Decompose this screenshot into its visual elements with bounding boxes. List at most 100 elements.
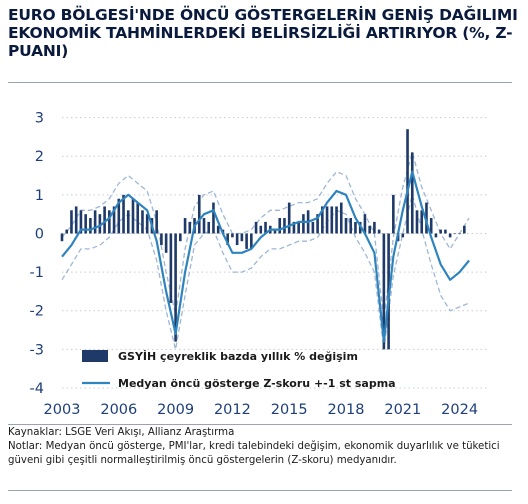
- y-tick-label: -4: [30, 381, 44, 397]
- gdp-bar: [321, 206, 324, 234]
- gdp-bar: [392, 194, 395, 234]
- gdp-bar: [145, 214, 149, 234]
- gdp-bar: [415, 210, 419, 234]
- gdp-bar: [458, 233, 461, 235]
- gdp-bar: [164, 233, 168, 253]
- gdp-bar: [264, 221, 267, 234]
- gdp-bar: [136, 202, 140, 234]
- gdp-bar: [297, 221, 300, 234]
- gdp-bar: [373, 221, 376, 234]
- gdp-bar: [155, 210, 158, 234]
- gdp-bar: [117, 198, 121, 234]
- gdp-bar: [108, 210, 111, 234]
- gdp-bar: [377, 229, 381, 234]
- x-tick-label: 2012: [214, 402, 251, 418]
- gdp-bar: [429, 218, 433, 234]
- gdp-bar: [240, 233, 244, 242]
- gdp-bar: [65, 229, 69, 234]
- x-tick-label: 2018: [328, 402, 365, 418]
- gdp-bar: [122, 194, 125, 234]
- gdp-bar: [420, 210, 424, 234]
- gdp-bar: [197, 194, 201, 234]
- y-tick-label: -3: [30, 342, 44, 358]
- legend-bar-label: GSYİH çeyreklik bazda yıllık % değişim: [118, 349, 358, 363]
- chart-canvas: 3 2 1 0 -1 -2 -3 -4 2003 2006 2009 2012 2015 2018 202…: [30, 111, 488, 418]
- gdp-bar: [292, 221, 296, 234]
- gdp-bar: [254, 221, 258, 234]
- gdp-bar: [183, 218, 187, 234]
- gdp-bar: [325, 206, 329, 234]
- gdp-bar: [141, 210, 144, 234]
- gdp-bar: [131, 198, 135, 234]
- gdp-bar: [231, 233, 234, 238]
- gdp-bar: [126, 210, 130, 234]
- x-tick-label: 2015: [271, 402, 308, 418]
- gdp-bar: [335, 206, 338, 234]
- gdp-bar: [316, 214, 319, 234]
- y-tick-label: -1: [30, 265, 44, 281]
- gdp-bar: [401, 233, 405, 238]
- footer: Kaynaklar: LSGE Veri Akışı, Allianz Araş…: [8, 426, 520, 468]
- gdp-bar: [444, 229, 447, 234]
- y-axis-ticks: 3 2 1 0 -1 -2 -3 -4: [30, 111, 44, 397]
- chart-title: EURO BÖLGESİ'NDE ÖNCÜ GÖSTERGELERİN GENİ…: [8, 6, 518, 60]
- y-tick-label: 1: [35, 188, 44, 204]
- y-tick-label: 2: [35, 149, 44, 165]
- gdp-bar: [439, 229, 442, 234]
- gdp-bar: [103, 206, 106, 234]
- gdp-bar: [169, 233, 173, 304]
- gdp-bar: [112, 206, 116, 234]
- gdp-bar: [349, 218, 353, 234]
- gdp-bar: [273, 229, 277, 234]
- gdp-bar: [207, 221, 211, 234]
- gdp-bar: [453, 233, 457, 235]
- gdp-bar: [287, 202, 291, 234]
- y-tick-label: 3: [35, 111, 44, 127]
- gdp-bar: [216, 225, 220, 234]
- gdp-bar: [463, 225, 466, 234]
- gdp-bar: [344, 218, 348, 234]
- gdp-bar: [60, 233, 64, 242]
- gdp-bar: [363, 214, 367, 234]
- bottom-divider: [8, 424, 512, 425]
- legend-bar-swatch: [82, 350, 108, 362]
- band-upper-line: [61, 149, 470, 323]
- chart-legend: GSYİH çeyreklik bazda yıllık % değişim M…: [82, 349, 396, 390]
- gdp-bar: [89, 218, 92, 234]
- median-indicator-line: [61, 170, 470, 343]
- gdp-bar: [354, 221, 357, 234]
- x-tick-label: 2009: [157, 402, 194, 418]
- grid-lines: [62, 117, 488, 389]
- gdp-bar: [226, 233, 229, 246]
- gdp-bar: [283, 218, 286, 234]
- gdp-bar: [212, 202, 215, 234]
- gdp-bar: [84, 214, 87, 234]
- gdp-bar: [74, 206, 78, 234]
- gdp-bar: [434, 233, 438, 238]
- gdp-bar: [382, 233, 386, 350]
- gdp-bar: [302, 214, 305, 234]
- gdp-bar: [259, 225, 263, 234]
- legend-line-label: Medyan öncü gösterge Z-skoru +-1 st sapm…: [118, 377, 396, 390]
- x-tick-label: 2006: [100, 402, 137, 418]
- band-lower-line: [61, 194, 470, 350]
- gdp-bar: [70, 210, 73, 234]
- gdp-bar: [406, 129, 409, 234]
- gdp-bar: [93, 210, 97, 234]
- end-divider: [8, 490, 512, 491]
- gdp-bar: [448, 233, 452, 238]
- median-line: [61, 170, 470, 343]
- std-band: [61, 149, 470, 350]
- gdp-bar: [202, 218, 206, 234]
- gdp-bar: [425, 202, 428, 234]
- gdp-bar: [410, 152, 414, 234]
- gdp-bar: [278, 218, 282, 234]
- source-note: Kaynaklar: LSGE Veri Akışı, Allianz Araş…: [8, 427, 235, 438]
- notes: Notlar: Medyan öncü gösterge, PMI'lar, k…: [8, 441, 500, 466]
- gdp-bar: [179, 233, 182, 242]
- gdp-bar: [79, 210, 83, 234]
- gdp-bar: [339, 202, 343, 234]
- top-divider: [8, 82, 512, 83]
- gdp-bar: [368, 225, 371, 234]
- gdp-bar: [250, 233, 253, 249]
